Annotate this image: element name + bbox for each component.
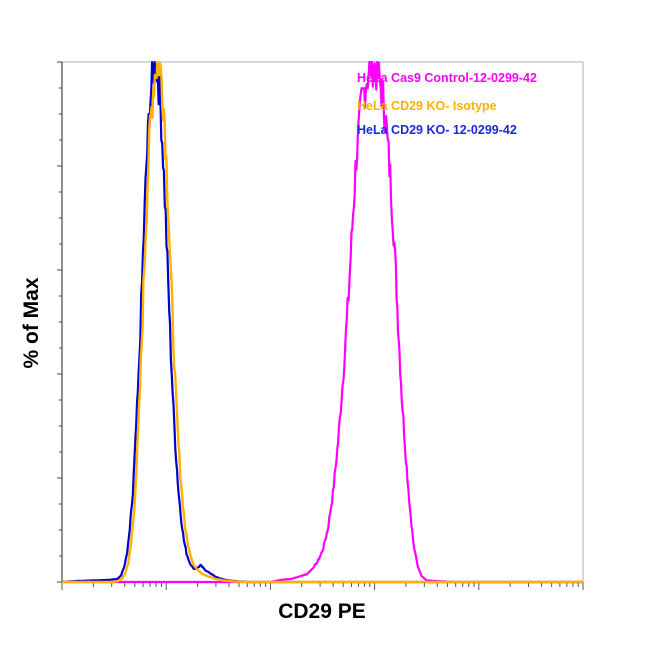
legend-entry-cd29-ko-antibody: HeLa CD29 KO- 12-0299-42: [357, 123, 517, 137]
legend-entry-cas9-control: HeLa Cas9 Control-12-0299-42: [357, 71, 537, 85]
y-axis-title: % of Max: [20, 277, 43, 368]
series-line-hela-cd29-ko-12-0299-42: [61, 60, 584, 584]
legend: HeLa Cas9 Control-12-0299-42 HeLa CD29 K…: [357, 71, 537, 137]
axes: [57, 61, 584, 590]
legend-entry-cd29-ko-isotype: HeLa CD29 KO- Isotype: [357, 99, 497, 113]
series-layer: [61, 60, 584, 584]
series-line-hela-cd29-ko-isotype: [61, 60, 584, 584]
x-axis-title: CD29 PE: [278, 600, 366, 623]
